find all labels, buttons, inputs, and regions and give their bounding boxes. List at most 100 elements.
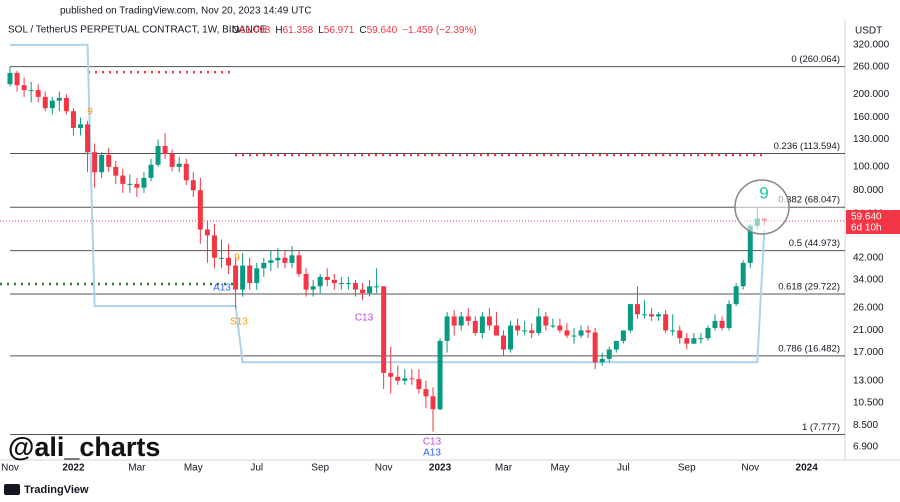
fib-label: 0.236 (113.594) — [774, 141, 840, 152]
candle-body — [49, 100, 55, 109]
candle-body — [317, 276, 323, 287]
candle-body — [712, 320, 718, 328]
candle-body — [409, 378, 415, 380]
y-tick-label: 100.000 — [853, 161, 890, 172]
fib-label: 1 (7.777) — [802, 422, 840, 433]
y-tick-label: 8.500 — [853, 420, 878, 431]
candle-body — [634, 304, 640, 315]
y-tick-label: 13.000 — [853, 375, 884, 386]
y-tick-label: 260.000 — [853, 61, 890, 72]
logo — [4, 484, 20, 495]
ohlc-values: O61.098 H61.358 L56.971 C59.640 −1.459 (−2.3… — [232, 25, 477, 36]
candle-body — [310, 286, 316, 290]
ohlc-value: 61.358 — [283, 25, 314, 36]
footer-brand: TradingView — [24, 484, 89, 496]
x-tick-label: Nov — [375, 463, 393, 474]
candle-body — [472, 320, 478, 333]
last-price-label: 59.640 — [851, 212, 882, 223]
x-tick-label: 2023 — [429, 463, 452, 474]
annotation: 9 — [759, 183, 768, 202]
candle-body — [599, 358, 605, 363]
countdown: 6d 10h — [851, 223, 882, 234]
candle-body — [367, 286, 373, 294]
candle-body — [479, 316, 485, 333]
fib-label: 0.5 (44.973) — [789, 238, 840, 249]
watermark: @ali_charts — [8, 432, 160, 462]
candle-body — [684, 338, 690, 344]
candle-body — [99, 154, 105, 173]
ohlc-value: 56.971 — [324, 25, 355, 36]
candle-body — [303, 273, 309, 290]
candle-body — [663, 314, 669, 331]
candle-body — [226, 257, 232, 266]
candle-body — [430, 396, 436, 410]
fib-label: 0.382 (68.047) — [778, 195, 840, 206]
y-tick-label: 34.000 — [853, 275, 884, 286]
candle-body — [606, 349, 612, 359]
fib-label: 0.786 (16.482) — [778, 343, 840, 354]
candle-body — [627, 304, 633, 331]
ohlc-key: O — [232, 25, 240, 36]
candle-body — [423, 389, 429, 397]
candle-body — [557, 325, 563, 331]
candle-body — [670, 330, 676, 332]
candle-body — [268, 260, 274, 263]
candle-body — [465, 316, 471, 321]
candle-body — [134, 183, 140, 188]
candle-body — [649, 314, 655, 317]
candle-body — [169, 154, 175, 167]
annotation: C13 — [355, 313, 374, 324]
candle-body — [331, 279, 337, 284]
x-tick-label: Sep — [678, 463, 696, 474]
candle-body — [176, 163, 182, 167]
candle-body — [705, 327, 711, 339]
candle-body — [183, 163, 189, 181]
candle-body — [324, 276, 330, 280]
candle-body — [282, 257, 288, 263]
price-change: −1.459 (−2.39%) — [402, 25, 477, 36]
candle-body — [360, 289, 365, 294]
annotation: 9 — [234, 253, 240, 264]
candle-body — [564, 330, 570, 336]
candle-body — [642, 314, 647, 316]
y-tick-label: 320.000 — [853, 40, 890, 51]
published-note: published on TradingView.com, Nov 20, 20… — [60, 6, 312, 17]
annotation: 9 — [87, 107, 93, 118]
candle-body — [395, 376, 401, 381]
candle-body — [56, 97, 62, 101]
annotation: S13 — [230, 317, 248, 328]
candle-body — [35, 90, 41, 97]
candle-body — [726, 304, 732, 328]
candle-body — [698, 338, 704, 340]
annotation: A13 — [213, 283, 231, 294]
candle-body — [381, 286, 387, 373]
candle-body — [515, 325, 521, 331]
candle-body — [444, 316, 450, 341]
last-price-box — [846, 210, 900, 235]
candle-body — [162, 146, 168, 155]
ohlc-value: 59.640 — [367, 25, 398, 36]
y-tick-label: 80.000 — [853, 185, 884, 196]
x-tick-label: Nov — [1, 463, 19, 474]
candle-body — [416, 379, 422, 390]
candle-body — [92, 152, 98, 173]
candle-body — [63, 97, 69, 112]
x-tick-label: 2024 — [796, 463, 819, 474]
candle-body — [204, 229, 210, 236]
candle-body — [620, 330, 626, 341]
y-tick-label: 160.000 — [853, 112, 890, 123]
y-tick-label: 42.000 — [853, 252, 884, 263]
candle-body — [719, 320, 725, 328]
candle-body — [374, 286, 380, 288]
candle-body — [78, 124, 83, 128]
candle-body — [522, 330, 528, 332]
candle-body — [289, 255, 295, 263]
candle-body — [155, 146, 161, 165]
x-tick-label: Mar — [128, 463, 146, 474]
candle-body — [592, 332, 598, 363]
candle-body — [613, 340, 619, 350]
candle-body — [247, 265, 253, 284]
annotation: C13 — [423, 437, 442, 448]
